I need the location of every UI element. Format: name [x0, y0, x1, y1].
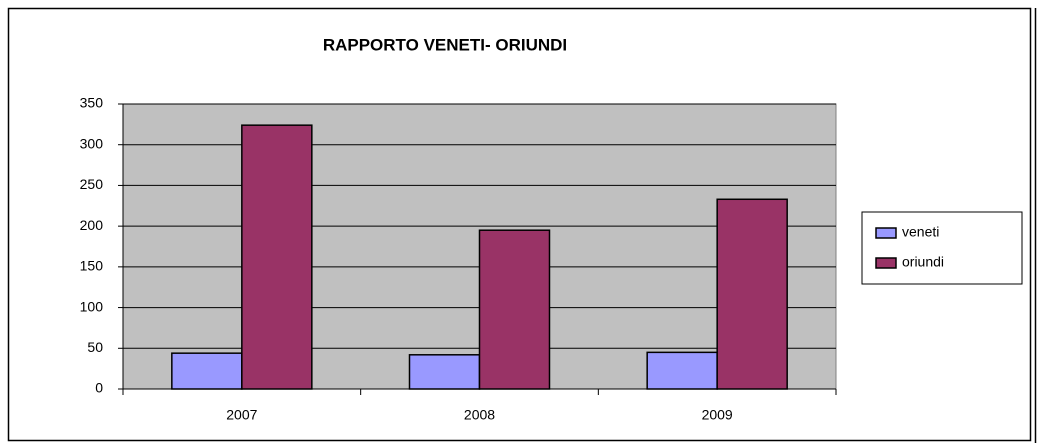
y-tick-label: 200 — [80, 217, 104, 233]
legend-swatch — [875, 227, 897, 239]
bar — [408, 354, 481, 390]
bar — [171, 352, 243, 390]
y-tick-label: 350 — [80, 95, 104, 111]
x-tick-label: 2009 — [702, 407, 733, 423]
bar — [646, 351, 718, 390]
y-tick-label: 250 — [80, 176, 104, 192]
bar — [478, 229, 551, 390]
bar — [716, 198, 788, 390]
y-tick-label: 0 — [95, 380, 103, 396]
y-tick-label: 100 — [80, 298, 104, 314]
y-tick-label: 150 — [80, 258, 104, 274]
legend-swatch — [875, 257, 897, 269]
legend-box — [861, 211, 1023, 285]
y-tick-label: 50 — [87, 339, 103, 355]
x-tick-label: 2008 — [464, 407, 495, 423]
chart-title: RAPPORTO VENETI- ORIUNDI — [323, 35, 567, 54]
y-tick-label: 300 — [80, 135, 104, 151]
bar — [241, 124, 313, 390]
legend-label: veneti — [902, 224, 939, 240]
x-tick-label: 2007 — [226, 407, 257, 423]
legend-label: oriundi — [902, 254, 944, 270]
